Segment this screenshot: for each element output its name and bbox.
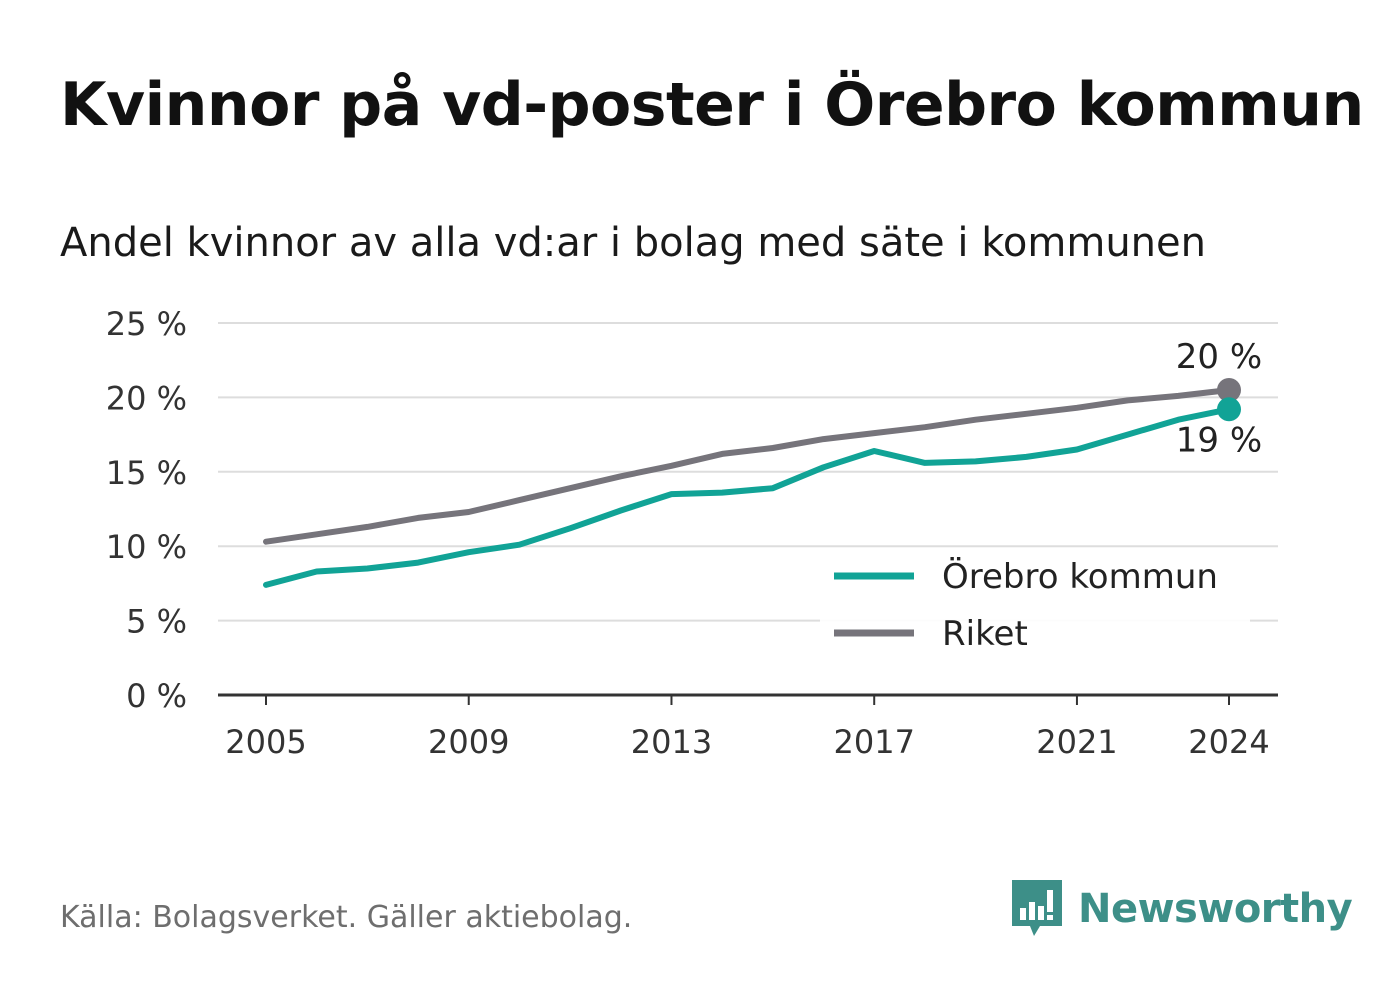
x-tick-label: 2005: [225, 723, 306, 761]
chart-subtitle: Andel kvinnor av alla vd:ar i bolag med …: [60, 220, 1206, 266]
y-tick-label: 0 %: [126, 677, 187, 715]
y-tick-label: 15 %: [106, 454, 187, 492]
x-tick-label: 2013: [631, 723, 712, 761]
data-label: 20 %: [1176, 337, 1262, 377]
y-tick-label: 10 %: [106, 528, 187, 566]
chart-title: Kvinnor på vd-poster i Örebro kommun: [60, 70, 1364, 140]
data-label: 19 %: [1176, 420, 1262, 460]
y-tick-label: 5 %: [126, 603, 187, 641]
newsworthy-logo: Newsworthy: [1010, 878, 1353, 940]
y-tick-label: 20 %: [106, 379, 187, 417]
brand-name: Newsworthy: [1078, 886, 1353, 932]
x-tick-label: 2021: [1036, 723, 1117, 761]
newsworthy-logo-icon: [1012, 880, 1062, 936]
legend-label: Riket: [942, 614, 1028, 654]
legend-label: Örebro kommun: [942, 556, 1218, 597]
x-tick-label: 2024: [1188, 723, 1269, 761]
x-tick-label: 2017: [833, 723, 914, 761]
series-end-point: [1217, 397, 1241, 422]
legend-box: [820, 548, 1250, 658]
series-line: [263, 406, 1232, 588]
series-end-point: [1217, 377, 1241, 402]
x-tick-label: 2009: [428, 723, 509, 761]
series-line: [263, 387, 1232, 545]
source-note: Källa: Bolagsverket. Gäller aktiebolag.: [60, 900, 633, 935]
y-tick-label: 25 %: [106, 305, 187, 343]
